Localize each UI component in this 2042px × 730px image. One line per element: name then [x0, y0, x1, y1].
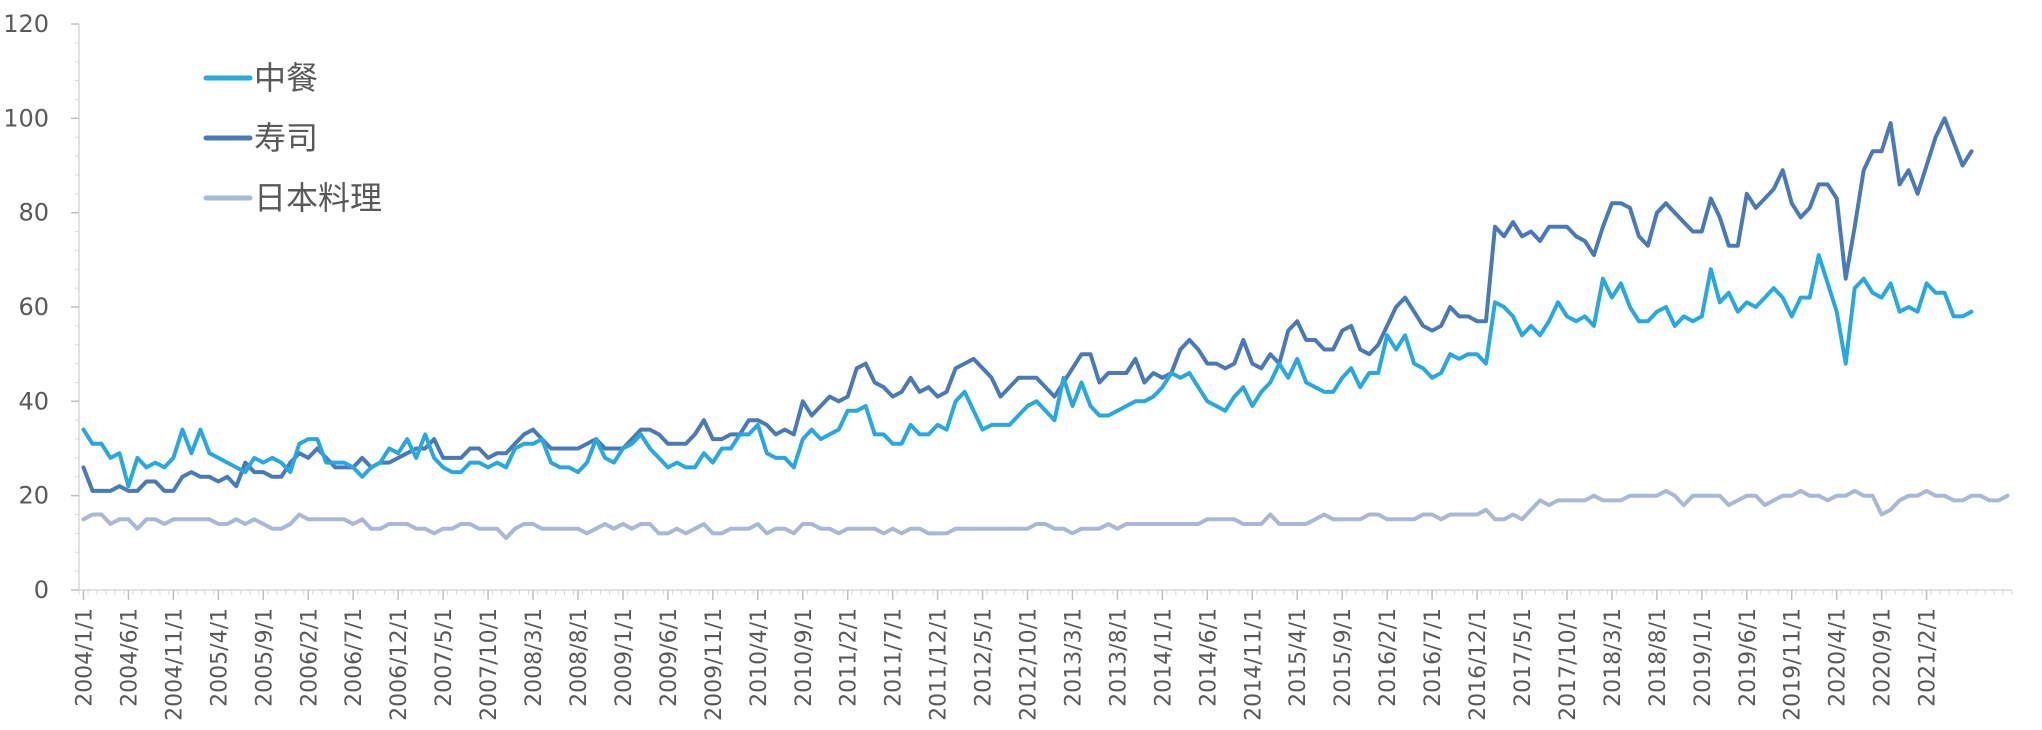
x-tick-label: 2016/2/1 [1376, 608, 1401, 707]
x-tick-label: 2009/11/1 [702, 608, 727, 721]
x-tick-label: 2005/9/1 [252, 608, 277, 707]
x-tick-label: 2010/4/1 [747, 608, 772, 707]
x-tick-label: 2014/1/1 [1151, 608, 1176, 707]
x-tick-label: 2012/5/1 [972, 608, 997, 707]
legend-label: 日本料理 [254, 179, 382, 217]
x-tick-label: 2004/6/1 [117, 608, 142, 707]
x-tick-label: 2017/10/1 [1556, 608, 1581, 721]
x-tick-label: 2008/3/1 [522, 608, 547, 707]
legend-label: 中餐 [254, 59, 318, 97]
x-tick-label: 2014/6/1 [1196, 608, 1221, 707]
x-tick-label: 2006/2/1 [297, 608, 322, 707]
x-tick-label: 2018/8/1 [1646, 608, 1671, 707]
y-tick-label: 20 [18, 482, 49, 510]
x-tick-label: 2008/8/1 [567, 608, 592, 707]
y-tick-label: 120 [3, 10, 49, 38]
y-axis: 0 20 40 60 80 100 120 [3, 10, 80, 604]
x-tick-label: 2011/2/1 [837, 608, 862, 707]
x-tick-label: 2010/9/1 [792, 608, 817, 707]
x-tick-label: 2004/11/1 [162, 608, 187, 721]
x-axis: 2004/1/1 2004/6/1 2004/11/1 2005/4/1 2005/9/… [72, 589, 2013, 721]
x-tick-label: 2015/4/1 [1286, 608, 1311, 707]
x-tick-label: 2021/2/1 [1916, 608, 1941, 707]
x-tick-label: 2017/5/1 [1511, 608, 1536, 707]
x-tick-label: 2019/11/1 [1781, 608, 1806, 721]
x-tick-label: 2006/12/1 [387, 608, 412, 721]
y-tick-label: 40 [18, 387, 49, 415]
y-tick-label: 0 [34, 576, 49, 604]
x-tick-label: 2013/3/1 [1061, 608, 1086, 707]
series-line [81, 253, 1974, 489]
x-tick-label: 2007/10/1 [477, 608, 502, 721]
x-tick-label: 2009/1/1 [612, 608, 637, 707]
series-line [81, 116, 1974, 493]
y-tick-label: 80 [18, 199, 49, 227]
x-tick-label: 2013/8/1 [1106, 608, 1131, 707]
x-tick-label: 2007/5/1 [432, 608, 457, 707]
x-tick-label: 2019/6/1 [1736, 608, 1761, 707]
x-tick-label: 2009/6/1 [657, 608, 682, 707]
y-tick-label: 100 [3, 104, 49, 132]
x-tick-label: 2006/7/1 [342, 608, 367, 707]
y-tick-label: 60 [18, 293, 49, 321]
x-tick-label: 2015/9/1 [1331, 608, 1356, 707]
x-tick-label: 2019/1/1 [1691, 608, 1716, 707]
x-tick-label: 2014/11/1 [1241, 608, 1266, 721]
series-lines [81, 116, 2010, 541]
x-tick-label: 2020/4/1 [1826, 608, 1851, 707]
x-tick-label: 2011/7/1 [882, 608, 907, 707]
x-tick-label: 2016/12/1 [1466, 608, 1491, 721]
legend-label: 寿司 [254, 119, 318, 157]
x-tick-label: 2011/12/1 [927, 608, 952, 721]
x-tick-label: 2020/9/1 [1871, 608, 1896, 707]
x-tick-label: 2005/4/1 [207, 608, 232, 707]
x-tick-label: 2004/1/1 [72, 608, 97, 707]
x-tick-label: 2012/10/1 [1017, 608, 1042, 721]
series-line [81, 488, 2010, 541]
x-tick-label: 2016/7/1 [1421, 608, 1446, 707]
x-tick-label: 2018/3/1 [1601, 608, 1626, 707]
